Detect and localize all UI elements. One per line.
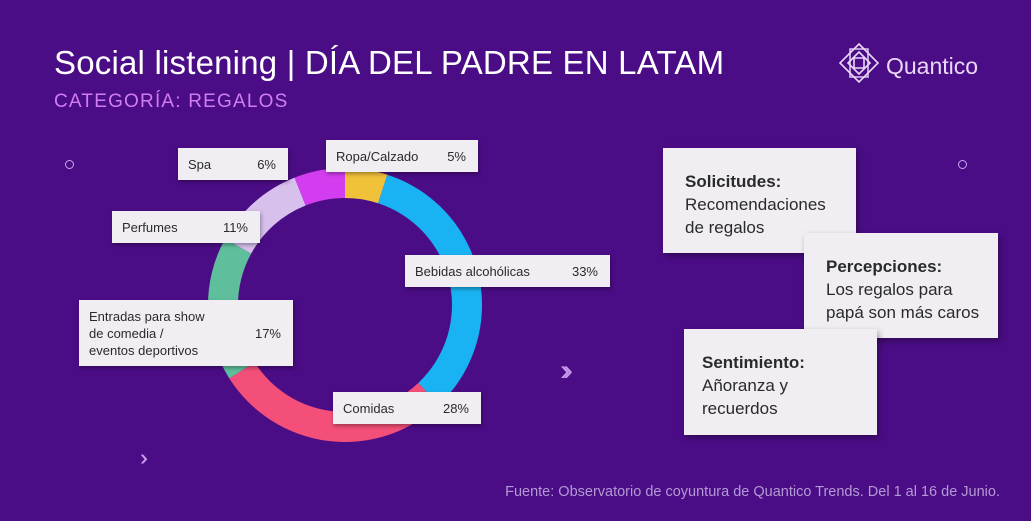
label-name: Entradas para show de comedia / eventos … <box>89 300 205 366</box>
label-name: Perfumes <box>122 219 178 235</box>
label-value: 6% <box>257 156 276 172</box>
label-name: Comidas <box>343 400 395 416</box>
label-bebidas: Bebidas alcohólicas 33% <box>405 255 610 287</box>
card-text: Los regalos para <box>826 280 953 299</box>
donut-slice <box>345 168 388 204</box>
label-value: 11% <box>222 219 248 235</box>
source-note: Fuente: Observatorio de coyuntura de Qua… <box>505 484 1000 500</box>
card-heading: Solicitudes: <box>685 172 782 191</box>
donut-slice <box>294 168 345 206</box>
card-heading: Percepciones: <box>826 257 943 276</box>
page-title: Social listening | DÍA DEL PADRE EN LATA… <box>54 44 725 81</box>
label-name: Ropa/Calzado <box>336 148 419 164</box>
label-name-line: Entradas para show <box>89 308 205 324</box>
label-perfumes: Perfumes 11% <box>112 211 260 243</box>
ring-dot-icon <box>958 160 967 169</box>
card-text: papá son más caros <box>826 303 980 322</box>
label-name-line: eventos deportivos <box>89 342 199 358</box>
label-value: 28% <box>442 400 469 416</box>
label-name: Bebidas alcohólicas <box>415 263 530 279</box>
label-ropa: Ropa/Calzado 5% <box>326 140 478 172</box>
label-value: 33% <box>571 263 598 279</box>
brand-name: Quantico <box>886 53 979 79</box>
card-text: de regalos <box>685 218 765 237</box>
card-text: Añoranza y <box>702 376 788 395</box>
label-value: 5% <box>447 148 466 164</box>
card-percepciones: Percepciones: Los regalos para papá son … <box>804 233 998 338</box>
label-entradas: Entradas para show de comedia / eventos … <box>79 300 293 366</box>
donut-slice <box>378 174 482 405</box>
label-name-line: de comedia / <box>89 325 164 341</box>
label-name: Spa <box>188 156 212 172</box>
page-subtitle: CATEGORÍA: REGALOS <box>54 91 289 112</box>
quantico-logo-icon <box>838 43 880 84</box>
card-text: Recomendaciones <box>685 195 826 214</box>
label-spa: Spa 6% <box>178 148 288 180</box>
ring-dot-icon <box>65 160 74 169</box>
card-heading: Sentimiento: <box>702 353 805 372</box>
card-text: recuerdos <box>702 399 778 418</box>
card-sentimiento: Sentimiento: Añoranza y recuerdos <box>684 329 877 435</box>
label-comidas: Comidas 28% <box>333 392 481 424</box>
label-value: 17% <box>254 325 281 341</box>
